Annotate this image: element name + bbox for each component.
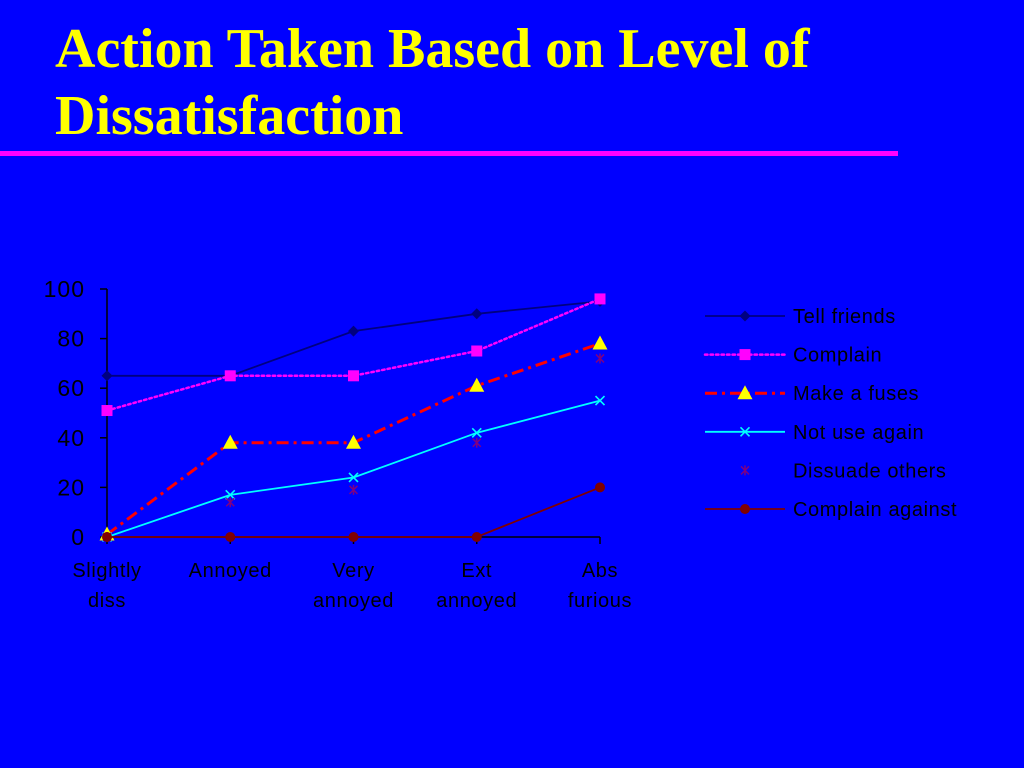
- data-point-complain-against-abs-furious: [595, 482, 605, 493]
- legend-label-complain-against: Complain against: [793, 499, 957, 521]
- legend-marker-tell-friends: [739, 310, 751, 322]
- legend-label-not-use-again: Not use again: [793, 422, 924, 444]
- legend-item-dissuade-others: Dissuade others: [740, 460, 947, 482]
- legend-label-complain: Complain: [793, 345, 882, 367]
- title-underline: [0, 151, 898, 156]
- y-tick-label: 60: [57, 375, 85, 401]
- data-point-complain-slightly-diss: [101, 405, 113, 417]
- series-complain-against: [102, 482, 605, 542]
- data-point-tell-friends-very-annoyed: [348, 325, 359, 337]
- data-point-complain-against-slightly-diss: [102, 532, 112, 542]
- data-point-not-use-again-abs-furious: [594, 395, 606, 406]
- y-tick-label: 80: [57, 326, 85, 352]
- data-point-complain-against-ext-annoyed: [471, 532, 482, 542]
- slide-title: Action Taken Based on Level of Dissatisf…: [55, 18, 810, 147]
- legend-item-not-use-again: Not use again: [705, 422, 924, 444]
- legend-item-tell-friends: Tell friends: [705, 306, 896, 328]
- data-point-complain-against-very-annoyed: [348, 532, 359, 542]
- legend-label-make-a-fuses: Make a fuses: [793, 383, 919, 405]
- data-point-make-a-fuses-very-annoyed: [346, 434, 361, 449]
- y-tick-label: 100: [44, 276, 85, 302]
- series-line-tell-friends: [107, 300, 601, 377]
- legend-item-make-a-fuses: Make a fuses: [705, 383, 919, 405]
- data-point-dissuade-others-very-annoyed: [348, 484, 359, 495]
- y-tick-label: 20: [57, 474, 85, 500]
- data-point-make-a-fuses-annoyed: [222, 434, 238, 449]
- data-point-not-use-again-ext-annoyed: [471, 427, 482, 438]
- y-tick-label: 0: [71, 524, 85, 550]
- data-point-not-use-again-annoyed: [225, 489, 236, 500]
- data-point-complain-very-annoyed: [348, 370, 359, 382]
- data-point-tell-friends-ext-annoyed: [471, 308, 483, 320]
- series-line-complain: [105, 297, 602, 412]
- legend-label-tell-friends: Tell friends: [793, 306, 896, 328]
- legend-marker-not-use-again: [739, 426, 751, 437]
- data-point-complain-ext-annoyed: [471, 345, 483, 357]
- data-point-dissuade-others-annoyed: [225, 497, 235, 508]
- legend-marker-complain: [739, 349, 751, 361]
- data-point-tell-friends-slightly-diss: [101, 370, 113, 382]
- data-point-make-a-fuses-ext-annoyed: [469, 377, 485, 392]
- legend-label-dissuade-others: Dissuade others: [793, 460, 947, 482]
- legend-marker-make-a-fuses: [737, 385, 753, 400]
- axes: 0 20 40 60 80 100: [44, 276, 601, 550]
- plot-area: [99, 293, 608, 543]
- series-make-a-fuses: [99, 335, 608, 541]
- legend-marker-complain-against: [740, 504, 750, 514]
- legend: Tell friends Complain Make a fuses Not use …: [703, 306, 957, 521]
- series-not-use-again: [101, 395, 606, 543]
- data-point-dissuade-others-abs-furious: [595, 353, 605, 364]
- y-tick-label: 40: [57, 425, 85, 451]
- data-point-complain-annoyed: [224, 370, 236, 382]
- series-complain: [101, 293, 606, 417]
- data-point-not-use-again-very-annoyed: [348, 472, 359, 483]
- legend-marker-dissuade-others: [740, 465, 750, 476]
- data-point-complain-abs-furious: [594, 293, 606, 305]
- data-point-dissuade-others-ext-annoyed: [472, 437, 482, 448]
- legend-item-complain-against: Complain against: [705, 499, 957, 521]
- data-point-complain-against-annoyed: [225, 532, 236, 542]
- legend-item-complain: Complain: [703, 345, 882, 367]
- data-point-make-a-fuses-abs-furious: [592, 335, 608, 350]
